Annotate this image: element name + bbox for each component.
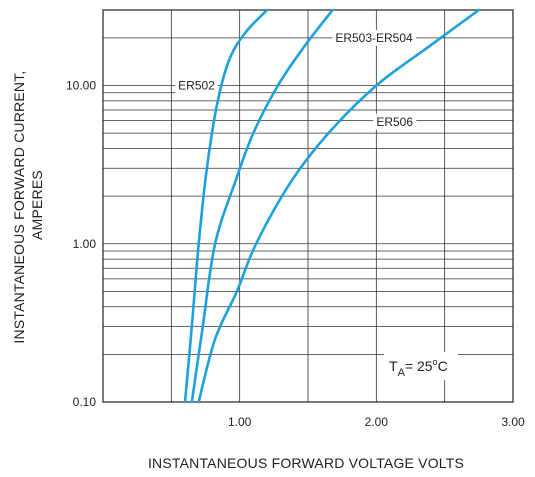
curve-label-er502-text: ER502 [178, 79, 215, 93]
x-axis-title: INSTANTANEOUS FORWARD VOLTAGE VOLTS [148, 455, 464, 471]
label-layer: ER502 ER503-ER504 ER506 [175, 29, 417, 130]
annotation-subscript: A [398, 367, 406, 379]
curve-label-er502: ER502 [175, 77, 219, 94]
annotation-equals: = 25 [405, 358, 433, 374]
series-layer [183, 8, 481, 404]
annotation-t: T [389, 358, 398, 374]
annotation-unit: C [438, 358, 448, 374]
series-er502-curve [183, 8, 269, 404]
y-tick-label: 10.00 [66, 79, 96, 93]
temperature-annotation: TA= 25oC [384, 352, 458, 380]
svg-text:TA= 25oC: TA= 25oC [389, 357, 448, 379]
curve-label-er503-er504-background [332, 29, 417, 46]
series-er506-curve [197, 8, 481, 404]
series-er503-er504-curve [190, 8, 334, 404]
curve-label-er506-background [373, 113, 417, 130]
curve-label-er503-er504: ER503-ER504 [332, 29, 417, 46]
x-tick-label: 3.00 [501, 415, 525, 429]
grid-layer [103, 10, 513, 402]
y-axis-title-line-2: AMPERES [29, 170, 45, 240]
y-tick-label: 0.10 [73, 395, 97, 409]
y-axis-title: INSTANTANEOUS FORWARD CURRENT, AMPERES [11, 66, 45, 343]
y-tick-label: 1.00 [73, 237, 97, 251]
curve-label-er503-er504-text: ER503-ER504 [335, 31, 413, 45]
plot-frame [102, 9, 514, 403]
curve-label-er502-background [175, 77, 219, 94]
curve-label-er506-text: ER506 [376, 115, 413, 129]
x-tick-label: 2.00 [365, 415, 389, 429]
annotation-degree: o [433, 357, 438, 367]
x-tick-label: 1.00 [228, 415, 252, 429]
curve-label-er506: ER506 [373, 113, 417, 130]
annotation-box [384, 352, 458, 380]
y-axis-title-line-1: INSTANTANEOUS FORWARD CURRENT, [11, 71, 27, 344]
tick-layer: 1.00 2.00 3.00 0.10 1.00 10.00 [66, 79, 525, 429]
